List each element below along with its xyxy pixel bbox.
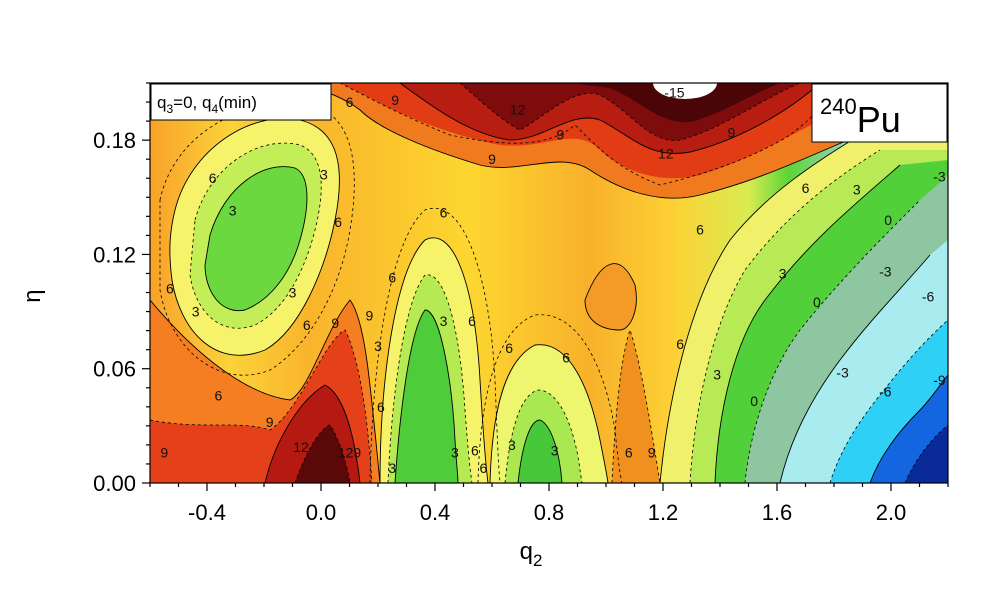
nucleus-label: 240Pu (811, 83, 948, 143)
x-tick-label: 1.6 (762, 500, 793, 525)
contour-label: 9 (728, 125, 736, 141)
contour-label: 6 (209, 170, 217, 186)
x-tick-label: -0.4 (188, 500, 226, 525)
contour-label: -6 (879, 384, 892, 400)
contour-label: 9 (557, 126, 565, 142)
y-tick-label: 0.06 (93, 357, 136, 382)
inset-legend: q3=0, q4(min) (150, 83, 332, 121)
contour-label: 6 (471, 443, 479, 459)
contour-label: 6 (625, 445, 633, 461)
contour-label: 6 (377, 399, 385, 415)
contour-labels: 66912-1512912996363-336606-36363-6039366… (160, 83, 946, 476)
svg-text:q3=0, q4(min): q3=0, q4(min) (157, 93, 257, 116)
y-tick-label: 0.18 (93, 128, 136, 153)
contour-label: 9 (160, 445, 168, 461)
y-tick-label: 0.12 (93, 242, 136, 267)
x-axis-label: q2 (520, 538, 543, 570)
x-axis: -0.4 0.0 0.4 0.8 1.2 1.6 2.0 (149, 483, 949, 525)
contour-label: 6 (480, 460, 488, 476)
contour-label: 6 (388, 269, 396, 285)
contour-label: 9 (331, 315, 339, 331)
right-mid-valley-inner (518, 420, 562, 483)
contour-label: 9 (488, 151, 496, 167)
contour-label: 0 (884, 212, 892, 228)
contour-label: 3 (451, 445, 459, 461)
x-tick-label: 0.0 (306, 500, 337, 525)
contour-label: 6 (303, 317, 311, 333)
contour-label: 12 (658, 145, 674, 161)
contour-label: 3 (388, 460, 396, 476)
contour-label: -3 (836, 365, 849, 381)
contour-label: 6 (334, 214, 342, 230)
contour-label: 6 (215, 387, 223, 403)
right-orange-strip (612, 330, 660, 483)
contour-label: 6 (346, 94, 354, 110)
svg-text:240Pu: 240Pu (820, 94, 901, 140)
left-valley-inner (205, 166, 307, 311)
x-tick-label: 2.0 (876, 500, 907, 525)
contour-label: 3 (374, 338, 382, 354)
contour-label: 6 (676, 336, 684, 352)
contour-lines-solid (150, 83, 948, 483)
contour-label: 6 (802, 180, 810, 196)
x-tick-label: 1.2 (648, 500, 679, 525)
contour-label: 0 (750, 393, 758, 409)
contour-label: -6 (922, 288, 935, 304)
contour-label: 3 (320, 166, 328, 182)
contour-label: 3 (289, 285, 297, 301)
contour-label: 9 (366, 307, 374, 323)
top-ridge-core (570, 83, 780, 123)
bottom-left-core (295, 425, 350, 483)
contour-label: 6 (166, 281, 174, 297)
y-axis: 0.00 0.06 0.12 0.18 (93, 82, 150, 496)
x-tick-label: 0.4 (420, 500, 451, 525)
contour-label: 3 (713, 366, 721, 382)
middle-orange-ridge (585, 263, 637, 330)
contour-label: -9 (933, 372, 946, 388)
contour-label: 6 (562, 349, 570, 365)
x-tick-label: 0.8 (534, 500, 565, 525)
contour-label: 6 (468, 313, 476, 329)
contour-label: 12 (293, 439, 309, 455)
contour-label: -3 (933, 168, 946, 184)
contour-label: 9 (266, 414, 274, 430)
right-band-darkblue (905, 425, 948, 483)
contour-lines-dashed (150, 83, 948, 483)
contour-label: 3 (551, 443, 559, 459)
contour-label: -15 (664, 85, 684, 101)
contour-label: 6 (696, 222, 704, 238)
contour-label: 0 (813, 294, 821, 310)
contour-label: 9 (648, 445, 656, 461)
contour-label: 3 (440, 313, 448, 329)
contour-label: 3 (192, 304, 200, 320)
contour-label: 129 (338, 445, 362, 461)
y-tick-label: 0.00 (93, 471, 136, 496)
contour-label: -3 (879, 264, 892, 280)
contour-label: 3 (229, 203, 237, 219)
plot-area: 66912-1512912996363-336606-36363-6039366… (150, 83, 948, 483)
contour-label: 12 (510, 102, 526, 118)
top-white-hole (653, 83, 717, 99)
contour-label: 9 (391, 92, 399, 108)
contour-label: 6 (505, 340, 513, 356)
contour-label: 3 (853, 182, 861, 198)
contour-label: 3 (779, 265, 787, 281)
y-axis-label: η (19, 289, 46, 302)
contour-label: 3 (508, 437, 516, 453)
contour-label: 6 (440, 205, 448, 221)
